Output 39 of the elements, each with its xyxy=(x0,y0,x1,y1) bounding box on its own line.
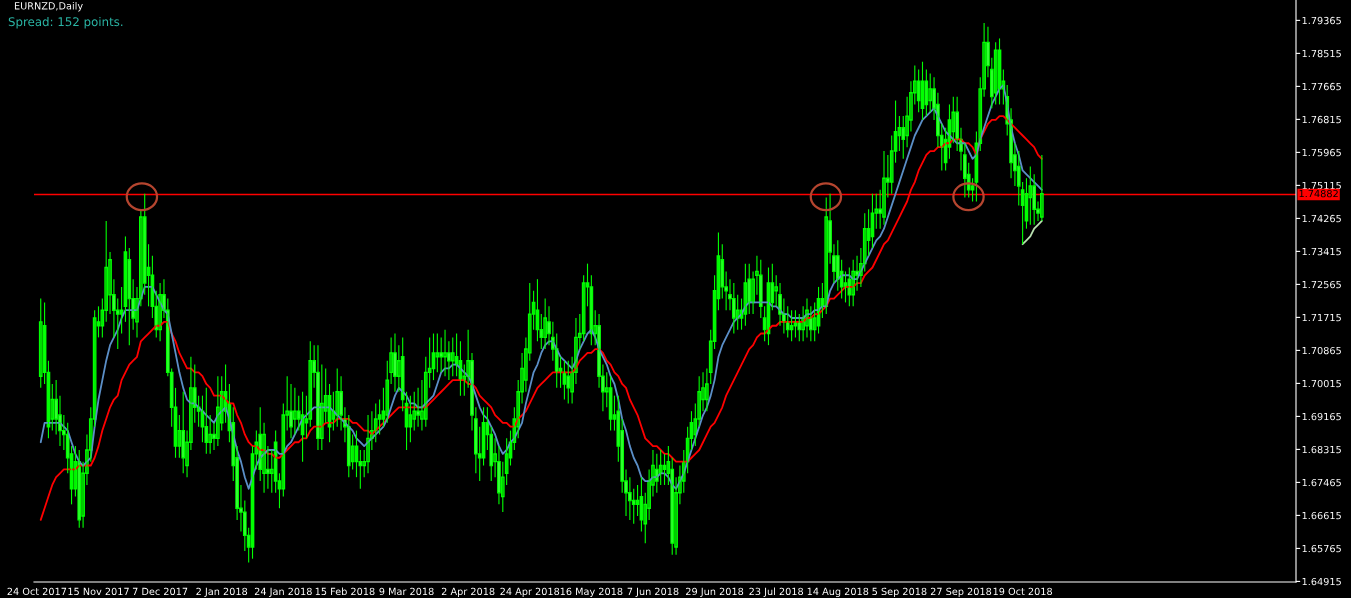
y-tick-label: 1.75965 xyxy=(1302,148,1341,157)
y-tick-label: 1.71715 xyxy=(1302,314,1341,322)
x-tick-label: 15 Nov 2017 xyxy=(68,587,129,596)
annotation: Spread: 152 points. xyxy=(8,17,123,29)
x-tick-label: 24 Jan 2018 xyxy=(254,587,312,597)
x-tick-label: 29 Jun 2018 xyxy=(686,587,744,597)
y-tick-label: 1.77665 xyxy=(1302,82,1341,91)
x-tick-label: 23 Jul 2018 xyxy=(749,587,804,597)
y-tick-label: 1.66615 xyxy=(1302,511,1341,520)
x-tick-label: 24 Oct 2017 xyxy=(7,587,67,596)
x-tick-label: 19 Oct 2018 xyxy=(993,587,1052,596)
x-tick-label: 5 Sep 2018 xyxy=(872,587,927,597)
x-tick-label: 9 Mar 2018 xyxy=(379,587,434,596)
ref-line-label: 1.74882 xyxy=(1299,189,1338,198)
x-tick-label: 15 Feb 2018 xyxy=(315,587,375,596)
y-tick-label: 1.72565 xyxy=(1302,280,1341,289)
x-tick-label: 27 Sep 2018 xyxy=(930,587,992,597)
x-tick-label: 2 Apr 2018 xyxy=(441,587,495,597)
y-tick-label: 1.69165 xyxy=(1302,412,1341,421)
y-tick-label: 1.74265 xyxy=(1302,214,1341,223)
y-tick-label: 1.64915 xyxy=(1302,577,1341,586)
x-tick-label: 24 Apr 2018 xyxy=(500,587,560,597)
y-tick-label: 1.70015 xyxy=(1302,379,1341,388)
x-tick-label: 16 May 2018 xyxy=(560,587,623,597)
chart-title: EURNZD,Daily xyxy=(14,2,83,12)
line-series xyxy=(1021,220,1043,246)
y-tick-label: 1.75115 xyxy=(1302,182,1341,190)
x-tick-label: 2 Jan 2018 xyxy=(196,587,248,597)
y-tick-label: 1.76815 xyxy=(1302,115,1341,124)
y-tick-label: 1.73415 xyxy=(1302,247,1341,256)
y-tick-label: 1.67465 xyxy=(1302,478,1341,487)
y-tick-label: 1.65765 xyxy=(1302,544,1341,553)
y-tick-label: 1.70865 xyxy=(1302,346,1341,355)
y-tick-label: 1.79365 xyxy=(1302,16,1341,25)
x-tick-label: 14 Aug 2018 xyxy=(807,587,869,597)
x-tick-label: 7 Dec 2017 xyxy=(132,587,188,596)
y-tick-label: 1.78515 xyxy=(1302,49,1341,58)
x-tick-label: 7 Jun 2018 xyxy=(627,587,679,597)
y-tick-label: 1.68315 xyxy=(1302,445,1341,454)
